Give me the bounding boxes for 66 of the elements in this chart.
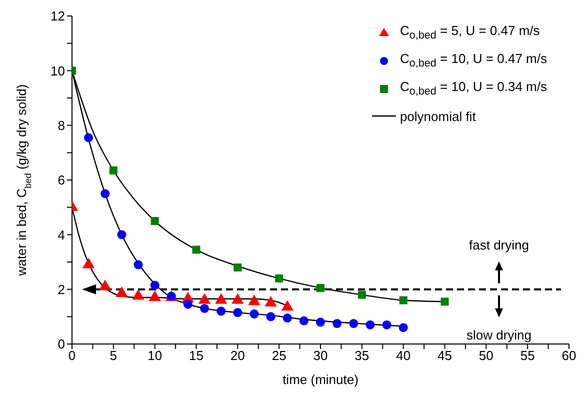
point: [109, 166, 118, 174]
annotation: fast drying: [469, 237, 529, 252]
x-tick-label: 5: [110, 348, 118, 364]
point: [134, 260, 143, 270]
point: [399, 296, 408, 304]
point: [332, 318, 342, 328]
x-tick-label: 25: [272, 348, 286, 364]
point: [281, 300, 294, 311]
point: [132, 289, 144, 300]
point: [150, 280, 160, 290]
point: [117, 230, 126, 240]
point: [366, 320, 375, 330]
point: [148, 290, 161, 302]
point: [282, 314, 292, 323]
point: [398, 323, 408, 332]
point: [215, 293, 228, 304]
y-tick-label: 8: [58, 118, 65, 133]
point: [382, 320, 392, 330]
x-tick-label: 35: [354, 348, 370, 364]
y-tick-label: 4: [58, 227, 65, 242]
x-tick-label: 20: [230, 348, 245, 364]
point: [216, 306, 226, 316]
point: [192, 246, 200, 254]
point: [233, 308, 242, 318]
point: [150, 217, 159, 225]
point: [82, 258, 95, 268]
point: [440, 298, 449, 306]
point: [200, 304, 210, 313]
legend-label: C$_{o,bed}$ = 10, U = 0.47 m/s: [400, 50, 547, 70]
x-tick-label: 0: [68, 348, 76, 364]
x-tick-label: 30: [313, 348, 328, 364]
legend-label: C$_{o,bed}$ = 10, U = 0.34 m/s: [400, 78, 547, 98]
y-tick-label: 10: [50, 63, 65, 78]
y-tick-label: 2: [58, 282, 65, 297]
point: [264, 296, 277, 307]
point: [100, 189, 110, 198]
point: [358, 290, 366, 299]
x-tick-label: 40: [396, 348, 411, 364]
point: [248, 294, 260, 306]
x-axis-title: time (minute): [282, 372, 358, 387]
x-tick-label: 10: [148, 348, 162, 364]
annotation: slow drying: [466, 327, 532, 342]
point: [250, 309, 259, 318]
point: [99, 280, 112, 290]
point: [299, 316, 308, 326]
x-tick-label: 45: [438, 348, 452, 364]
x-tick-label: 60: [562, 348, 576, 364]
x-tick-label: 55: [520, 348, 535, 364]
point: [316, 284, 324, 292]
point: [84, 133, 94, 142]
x-tick-label: 50: [478, 348, 494, 364]
legend-label: C$_{o,bed}$ = 5, U = 0.47 m/s: [400, 22, 540, 42]
x-tick-label: 15: [189, 348, 204, 364]
point: [232, 293, 244, 304]
point: [183, 300, 192, 309]
y-tick-label: 12: [50, 8, 65, 24]
y-tick-label: 0: [58, 336, 65, 352]
point: [116, 286, 128, 297]
point: [316, 318, 326, 327]
point: [349, 318, 358, 328]
point: [234, 263, 242, 272]
y-tick-label: 6: [58, 172, 65, 188]
point: [198, 293, 211, 304]
legend-label: polynomial fit: [400, 108, 476, 124]
point: [266, 312, 276, 322]
point: [275, 274, 284, 282]
